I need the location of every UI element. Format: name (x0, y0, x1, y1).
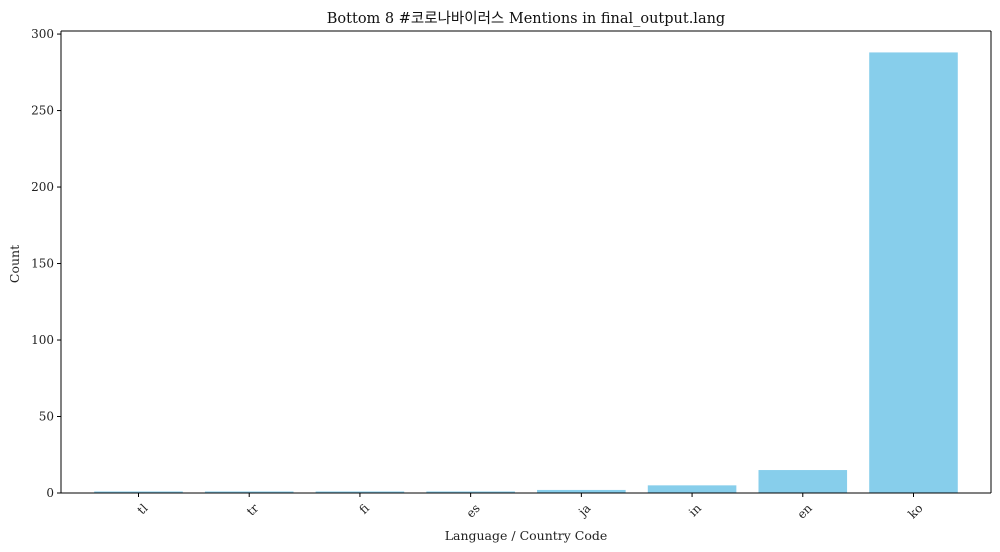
x-tick-label-fi: fi (356, 501, 372, 517)
bar-en (758, 470, 848, 493)
y-tick-label-50: 50 (39, 410, 54, 424)
bar-fi (315, 491, 405, 493)
x-tick-label-ko: ko (905, 501, 925, 521)
x-tick-label-tl: tl (135, 501, 151, 517)
x-tick-label-tr: tr (244, 501, 262, 519)
x-axis-title: Language / Country Code (445, 528, 608, 543)
plot-area: 0 50 100 150 200 250 300 tl tr fi es ja in en ko (31, 27, 992, 522)
x-tick-label-in: in (686, 501, 704, 519)
y-tick-label-250: 250 (31, 104, 54, 118)
y-axis-title: Count (7, 245, 22, 283)
y-tick-label-300: 300 (31, 27, 54, 41)
y-tick-label-200: 200 (31, 180, 54, 194)
bar-es (426, 491, 515, 493)
x-tick-label-es: es (463, 501, 482, 520)
bar-tl (94, 491, 183, 493)
bar-ko (869, 52, 958, 494)
bar-tr (204, 491, 294, 493)
y-tick-label-0: 0 (46, 486, 54, 500)
y-tick-label-150: 150 (31, 257, 54, 271)
y-tick-label-100: 100 (31, 333, 54, 347)
bar-ja (537, 489, 626, 493)
bar-in (647, 485, 737, 493)
x-tick-label-en: en (794, 501, 815, 522)
x-tick-label-ja: ja (574, 501, 593, 520)
chart-title: Bottom 8 #코로나바이러스 Mentions in final_outp… (327, 10, 725, 27)
